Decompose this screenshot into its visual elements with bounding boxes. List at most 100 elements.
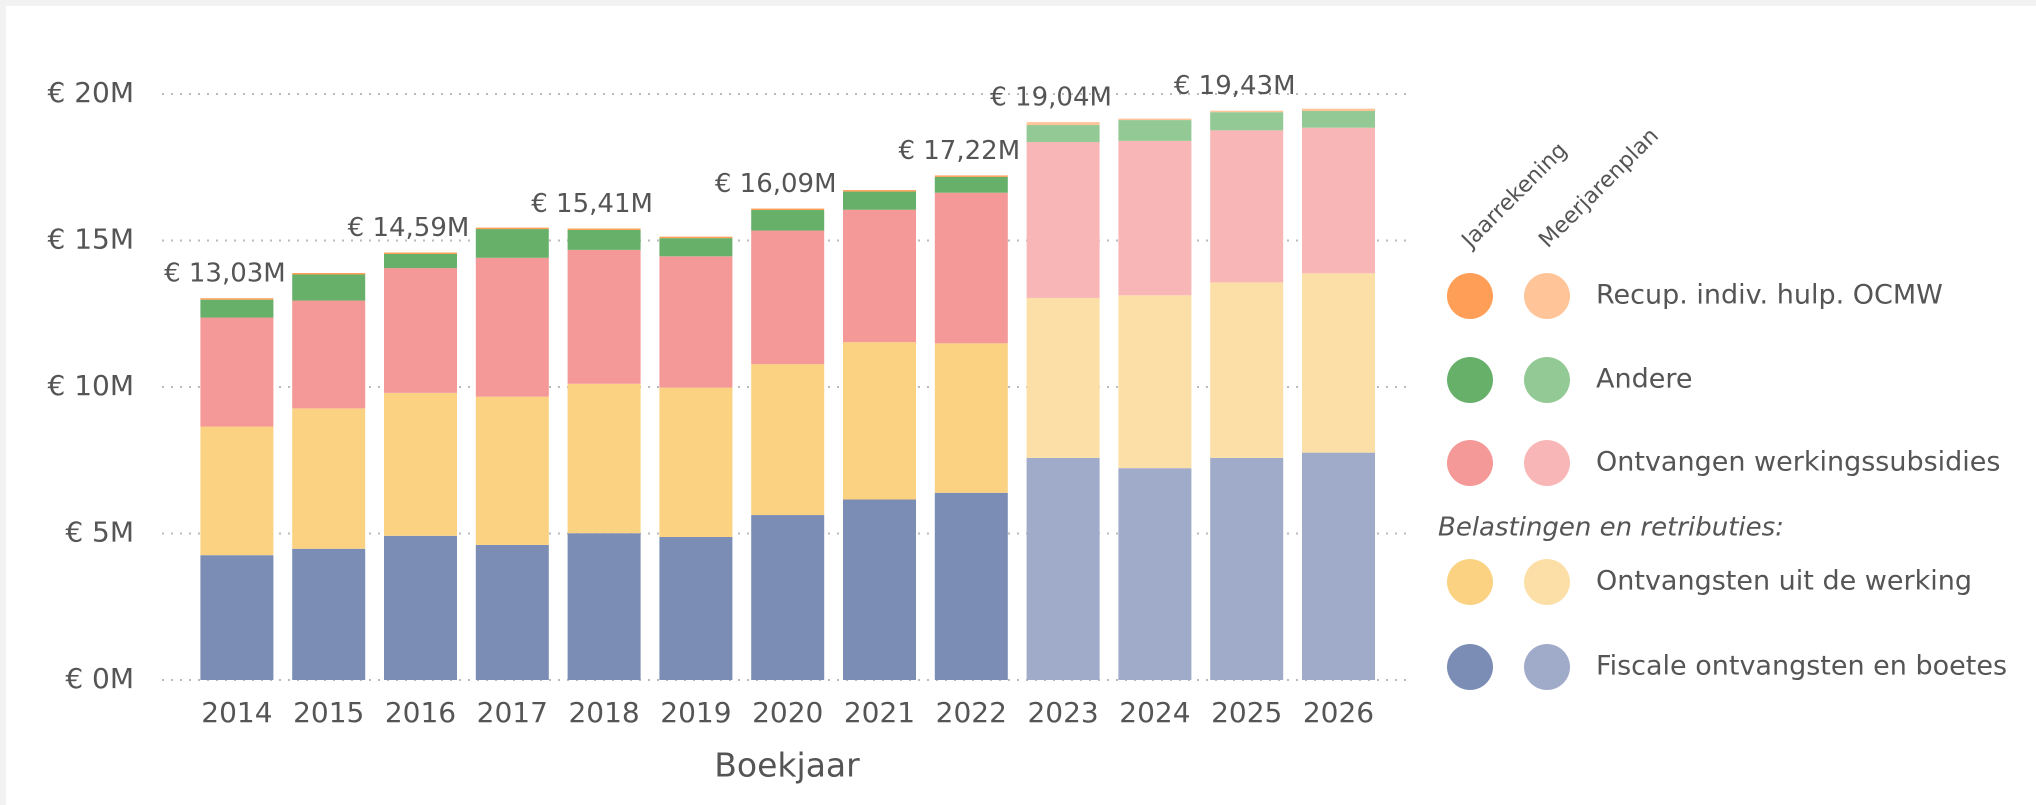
bar-segment xyxy=(934,192,1008,344)
x-axis-label: Boekjaar xyxy=(714,746,860,785)
total-label: € 17,22M xyxy=(898,136,1020,166)
total-label: € 19,43M xyxy=(1174,71,1296,101)
bar-segment xyxy=(567,229,641,250)
legend-label: Recup. indiv. hulp. OCMW xyxy=(1596,280,1943,311)
legend-swatch xyxy=(1447,357,1493,403)
bar-segment xyxy=(659,256,733,388)
bar-segment xyxy=(1302,452,1375,680)
legend-swatch xyxy=(1447,440,1493,486)
bar-segment xyxy=(1302,108,1375,111)
y-tick-label: € 15M xyxy=(47,223,134,256)
y-tick-label: € 20M xyxy=(47,76,134,109)
legend-group-label: Belastingen en retributies: xyxy=(1438,513,1784,543)
bar-segment xyxy=(751,208,825,211)
bar-segment xyxy=(384,392,457,536)
bar-segment xyxy=(475,544,549,680)
bar-segment xyxy=(1210,130,1284,283)
bar-segment xyxy=(567,249,641,384)
bar-segment xyxy=(751,364,825,516)
x-tick-label: 2025 xyxy=(1211,696,1282,729)
y-tick-label: € 5M xyxy=(65,516,134,549)
bar-segment xyxy=(200,299,274,318)
bar-segment xyxy=(1118,468,1192,680)
legend-label: Ontvangsten uit de werking xyxy=(1596,566,1972,597)
bar-segment xyxy=(292,274,366,301)
legend-label: Fiscale ontvangsten en boetes xyxy=(1596,651,2007,682)
legend-swatch xyxy=(1447,273,1493,319)
bar-segment xyxy=(567,383,641,534)
bar-segment xyxy=(1118,295,1192,469)
bar-segment xyxy=(934,175,1008,177)
bar-segment xyxy=(200,317,274,427)
bar-segment xyxy=(751,230,825,365)
bar-segment xyxy=(1302,110,1375,128)
x-tick-label: 2024 xyxy=(1119,696,1190,729)
legend-swatch xyxy=(1524,273,1570,319)
legend-swatch xyxy=(1524,644,1570,690)
legend-swatch xyxy=(1524,357,1570,403)
bar-segment xyxy=(934,176,1008,193)
bar-segment xyxy=(200,426,274,556)
bar-segment xyxy=(659,387,733,538)
bar-segment xyxy=(384,252,457,254)
bar-segment xyxy=(1118,120,1192,141)
total-label: € 16,09M xyxy=(715,169,837,199)
x-tick-label: 2018 xyxy=(568,696,639,729)
bar-segment xyxy=(200,555,274,680)
x-tick-label: 2023 xyxy=(1027,696,1098,729)
bar-segment xyxy=(1210,282,1284,458)
bar-segment xyxy=(659,537,733,680)
x-tick-label: 2019 xyxy=(660,696,731,729)
x-tick-label: 2015 xyxy=(293,696,364,729)
bar-segment xyxy=(384,535,457,680)
bar-segment xyxy=(1210,457,1284,680)
x-tick-label: 2016 xyxy=(385,696,456,729)
x-tick-label: 2021 xyxy=(844,696,915,729)
bar-segment xyxy=(843,342,916,500)
total-label: € 19,04M xyxy=(990,83,1112,113)
legend-swatch xyxy=(1524,559,1570,605)
bar-segment xyxy=(751,515,825,680)
bar-segment xyxy=(843,209,916,343)
x-tick-label: 2026 xyxy=(1303,696,1374,729)
bar-segment xyxy=(1026,125,1100,143)
legend-swatch xyxy=(1524,440,1570,486)
bar-segment xyxy=(934,492,1008,680)
bar-segment xyxy=(843,499,916,680)
x-tick-label: 2022 xyxy=(936,696,1007,729)
bar-segment xyxy=(292,273,366,275)
bar-segment xyxy=(475,227,549,230)
bar-segment xyxy=(292,548,366,680)
legend-label: Andere xyxy=(1596,364,1692,395)
bar-segment xyxy=(1302,273,1375,453)
bar-segment xyxy=(1118,118,1192,121)
bar-segment xyxy=(567,533,641,680)
total-label: € 13,03M xyxy=(164,259,286,289)
total-label: € 14,59M xyxy=(348,213,470,243)
bar-segment xyxy=(475,229,549,258)
x-tick-label: 2020 xyxy=(752,696,823,729)
bar-segment xyxy=(292,408,366,549)
total-label: € 15,41M xyxy=(531,189,653,219)
bar-segment xyxy=(843,190,916,192)
x-tick-label: 2014 xyxy=(201,696,272,729)
bar-segment xyxy=(384,253,457,269)
bar-segment xyxy=(659,236,733,239)
bar-segment xyxy=(1026,142,1100,298)
bar-segment xyxy=(567,228,641,230)
x-tick-label: 2017 xyxy=(477,696,548,729)
bar-segment xyxy=(1026,297,1100,458)
y-tick-label: € 10M xyxy=(47,369,134,402)
legend-swatch xyxy=(1447,644,1493,690)
bar-segment xyxy=(475,396,549,545)
bar-segment xyxy=(1026,122,1100,126)
bar-segment xyxy=(200,298,274,300)
bar-segment xyxy=(659,238,733,257)
y-tick-label: € 0M xyxy=(65,662,134,695)
bar-segment xyxy=(292,300,366,409)
bar-segment xyxy=(1210,112,1284,131)
bar-segment xyxy=(384,268,457,393)
bar-segment xyxy=(751,210,825,231)
